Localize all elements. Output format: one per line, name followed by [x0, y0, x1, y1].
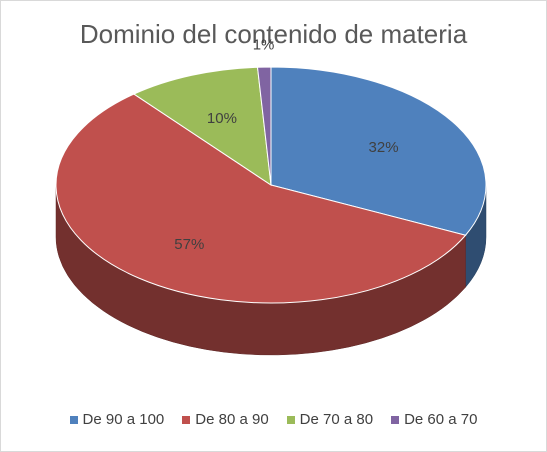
pie-slice-de-90-a-100	[270, 66, 487, 236]
pie-slice-de-70-a-80	[132, 66, 272, 187]
chart-title: Dominio del contenido de materia	[79, 19, 468, 49]
legend-label: De 90 a 100	[82, 411, 165, 428]
legend-label: De 60 a 70	[404, 411, 478, 428]
pie-slice-de-60-a-70	[256, 66, 272, 186]
legend: De 90 a 100 De 80 a 90 De 70 a 80 De 60 …	[1, 411, 546, 428]
data-label-de-60-a-70: 1%	[253, 36, 275, 53]
legend-swatch	[286, 415, 295, 424]
legend-item-80-90: De 80 a 90	[182, 411, 269, 428]
legend-label: De 80 a 90	[195, 411, 269, 428]
legend-item-70-80: De 70 a 80	[286, 411, 374, 428]
legend-swatch	[182, 415, 191, 424]
legend-item-90-100: De 90 a 100	[69, 411, 165, 428]
legend-swatch	[69, 415, 78, 424]
pie-slice-de-80-a-90	[55, 93, 467, 304]
legend-label: De 70 a 80	[299, 411, 374, 428]
legend-swatch	[391, 415, 400, 424]
data-label-de-70-a-80: 10%	[207, 110, 237, 127]
data-label-de-80-a-90: 57%	[174, 236, 204, 253]
legend-item-60-70: De 60 a 70	[391, 411, 477, 428]
data-label-de-90-a-100: 32%	[369, 139, 399, 156]
